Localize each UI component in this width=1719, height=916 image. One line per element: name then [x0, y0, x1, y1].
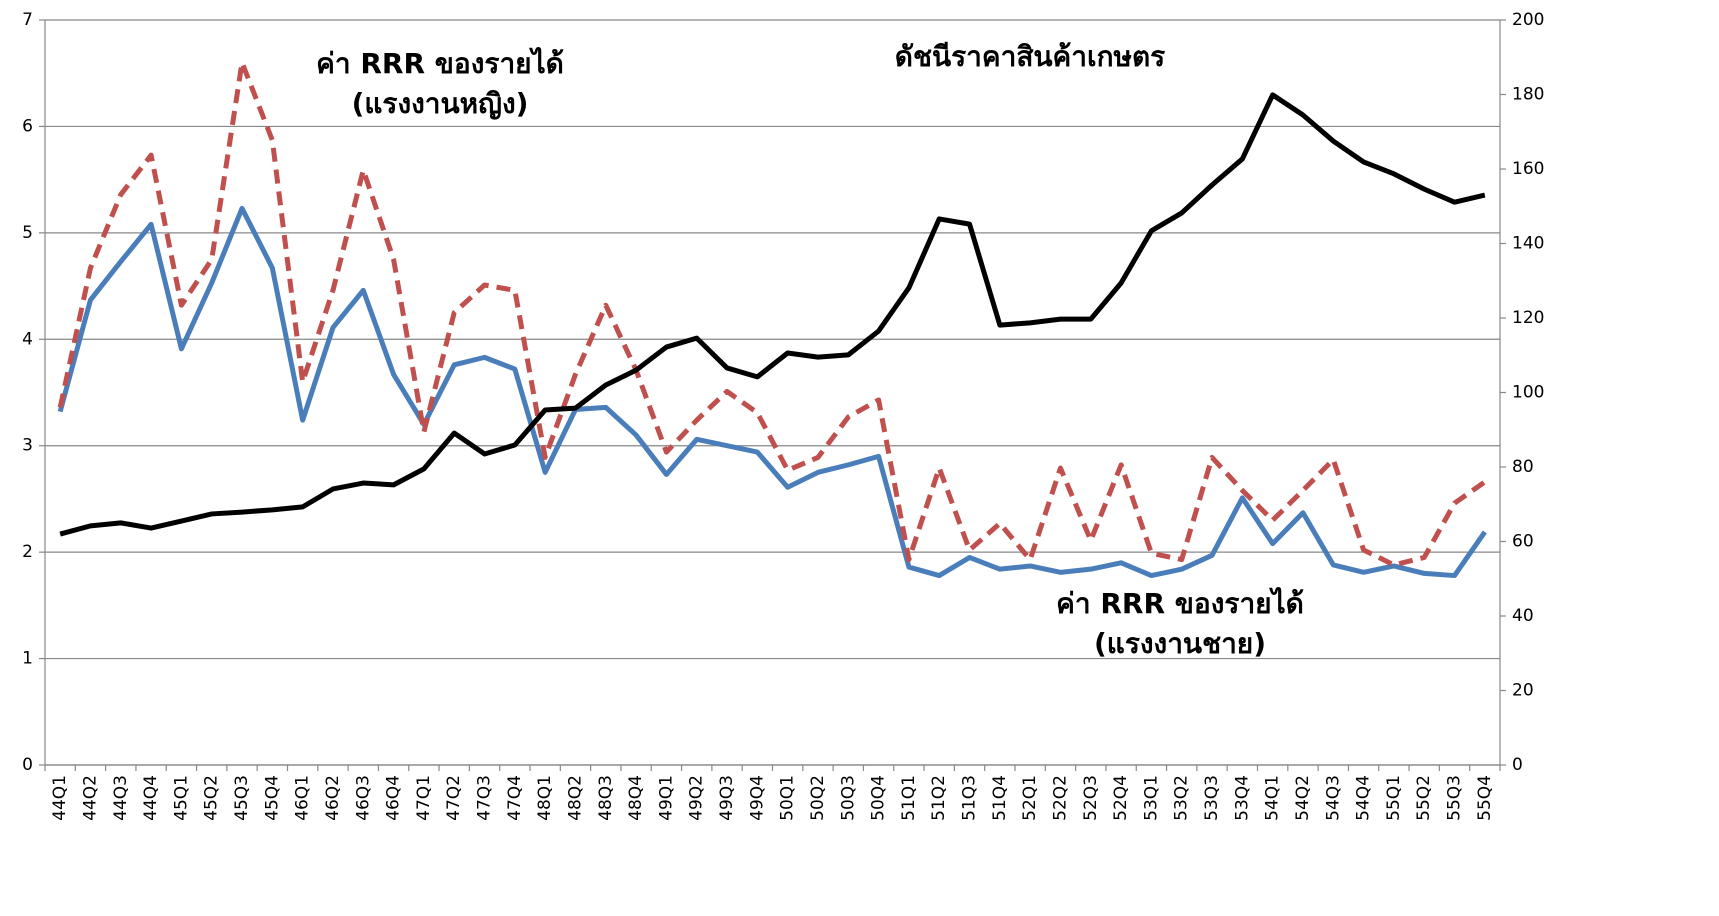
- series-line: [57, 60, 1487, 568]
- x-tick-label: 45Q4: [262, 775, 282, 821]
- x-tick-label: 44Q4: [141, 775, 161, 821]
- y-tick-label: 2: [22, 542, 33, 562]
- y2-tick-label: 40: [1512, 606, 1534, 626]
- x-tick-label: 46Q1: [293, 775, 313, 821]
- annotation: ดัชนีราคาสินค้าเกษตร: [895, 40, 1165, 73]
- x-tick-label: 50Q3: [838, 775, 858, 821]
- annotation: ค่า RRR ของรายได้: [1056, 587, 1304, 620]
- x-tick-label: 55Q3: [1445, 775, 1465, 821]
- x-tick-label: 51Q4: [990, 775, 1010, 821]
- x-tick-label: 52Q4: [1111, 775, 1131, 821]
- y2-tick-label: 140: [1512, 234, 1544, 254]
- y2-tick-label: 160: [1512, 159, 1544, 179]
- x-tick-label: 47Q2: [444, 775, 464, 821]
- y2-tick-label: 60: [1512, 532, 1534, 552]
- x-tick-label: 51Q3: [960, 775, 980, 821]
- x-tick-label: 54Q3: [1323, 775, 1343, 821]
- x-tick-label: 51Q2: [929, 775, 949, 821]
- x-tick-label: 55Q2: [1414, 775, 1434, 821]
- x-tick-label: 49Q2: [687, 775, 707, 821]
- annotation: (แรงงานหญิง): [352, 87, 529, 120]
- y2-tick-label: 200: [1512, 10, 1544, 30]
- x-tick-label: 45Q2: [202, 775, 222, 821]
- x-tick-label: 54Q2: [1293, 775, 1313, 821]
- x-tick-label: 53Q2: [1172, 775, 1192, 821]
- y-tick-label: 0: [22, 755, 33, 775]
- x-tick-label: 48Q1: [535, 775, 555, 821]
- x-tick-label: 49Q4: [747, 775, 767, 821]
- x-tick-label: 44Q2: [80, 775, 100, 821]
- x-tick-label: 51Q1: [899, 775, 919, 821]
- x-tick-label: 49Q3: [717, 775, 737, 821]
- y2-tick-label: 80: [1512, 457, 1534, 477]
- x-tick-label: 45Q1: [171, 775, 191, 821]
- x-tick-label: 47Q3: [475, 775, 495, 821]
- x-tick-label: 53Q4: [1232, 775, 1252, 821]
- x-tick-label: 54Q1: [1263, 775, 1283, 821]
- annotation: ค่า RRR ของรายได้: [316, 47, 564, 80]
- x-tick-label: 50Q2: [808, 775, 828, 821]
- series-line: [57, 205, 1487, 579]
- x-tick-label: 52Q2: [1050, 775, 1070, 821]
- x-tick-label: 46Q3: [353, 775, 373, 821]
- y-tick-label: 6: [22, 116, 33, 136]
- y-tick-label: 3: [22, 436, 33, 456]
- x-tick-label: 44Q3: [111, 775, 131, 821]
- x-tick-label: 55Q4: [1475, 775, 1495, 821]
- x-tick-label: 48Q4: [626, 775, 646, 821]
- y2-tick-label: 20: [1512, 681, 1534, 701]
- y-tick-label: 7: [22, 10, 33, 30]
- y2-tick-label: 0: [1512, 755, 1523, 775]
- x-tick-label: 50Q4: [869, 775, 889, 821]
- x-tick-label: 50Q1: [778, 775, 798, 821]
- y2-tick-label: 100: [1512, 383, 1544, 403]
- x-tick-label: 48Q3: [596, 775, 616, 821]
- x-tick-label: 44Q1: [50, 775, 70, 821]
- y2-tick-label: 180: [1512, 85, 1544, 105]
- x-tick-label: 46Q2: [323, 775, 343, 821]
- x-tick-label: 48Q2: [565, 775, 585, 821]
- x-tick-label: 53Q3: [1202, 775, 1222, 821]
- annotation: (แรงงานชาย): [1094, 627, 1266, 660]
- y-tick-label: 5: [22, 223, 33, 243]
- x-tick-label: 49Q1: [656, 775, 676, 821]
- x-tick-label: 52Q1: [1020, 775, 1040, 821]
- x-tick-label: 52Q3: [1081, 775, 1101, 821]
- y-tick-label: 4: [22, 329, 33, 349]
- x-tick-label: 47Q4: [505, 775, 525, 821]
- series-line: [59, 92, 1486, 537]
- x-tick-label: 53Q1: [1141, 775, 1161, 821]
- y2-tick-label: 120: [1512, 308, 1544, 328]
- x-tick-label: 45Q3: [232, 775, 252, 821]
- x-tick-label: 54Q4: [1354, 775, 1374, 821]
- x-tick-label: 47Q1: [414, 775, 434, 821]
- x-tick-label: 55Q1: [1384, 775, 1404, 821]
- x-tick-label: 46Q4: [384, 775, 404, 821]
- y-tick-label: 1: [22, 649, 33, 669]
